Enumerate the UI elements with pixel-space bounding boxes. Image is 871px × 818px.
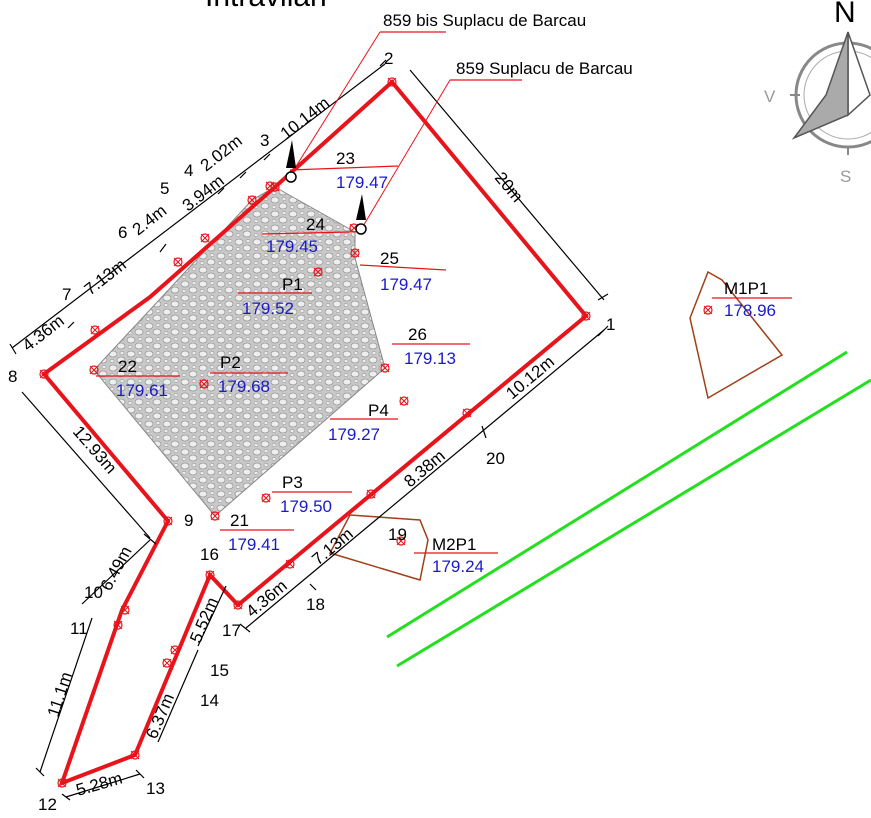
dimension-label: 6.37m [142, 691, 178, 742]
point-label: 7 [62, 285, 71, 304]
survey-pin [355, 194, 367, 235]
survey-pin [285, 140, 297, 183]
dimension-label: 5.28m [74, 769, 125, 800]
pond-m1 [689, 270, 784, 400]
point-label: 19 [388, 525, 407, 544]
station-elevation: 179.47 [380, 275, 432, 294]
dimension-label: 7.13m [308, 524, 356, 569]
point-label: 16 [200, 545, 219, 564]
station-elevation: 179.13 [404, 349, 456, 368]
station-elevation: 179.47 [336, 173, 388, 192]
dimension-label: 7.13m [81, 255, 130, 299]
dimension-label: 12.93m [69, 422, 121, 477]
point-label: 8 [8, 367, 17, 386]
compass-south: S [840, 167, 851, 186]
station-name: P4 [368, 401, 389, 420]
point-label: 17 [222, 621, 241, 640]
station-elevation: 179.50 [280, 497, 332, 516]
station-elevation: 179.45 [266, 237, 318, 256]
compass-north: N [834, 0, 856, 29]
dimension-lines [9, 59, 609, 801]
station-elevation: 179.68 [218, 377, 270, 396]
pond-m2 [328, 514, 429, 581]
station-name: 21 [230, 511, 249, 530]
station-name: P1 [282, 275, 303, 294]
parcel-label-bis: 859 bis Suplacu de Barcau [383, 11, 586, 30]
property-boundary [41, 79, 589, 787]
dimension-label: 8.38m [400, 446, 448, 491]
station-elevation: 179.24 [432, 557, 484, 576]
dimension-label: 20m [491, 168, 527, 206]
point-label: 3 [260, 131, 269, 150]
compass-icon [790, 31, 871, 155]
point-label: 15 [210, 661, 229, 680]
point-label: 14 [200, 691, 219, 710]
station-name: 24 [306, 215, 325, 234]
leaders [289, 31, 522, 229]
point-label: 4 [184, 161, 193, 180]
dimension-label: 6.49m [97, 543, 136, 594]
station-name: P2 [220, 353, 241, 372]
point-label: 5 [160, 179, 169, 198]
station-elevation: 179.41 [228, 535, 280, 554]
station-name: 26 [408, 325, 427, 344]
point-label: 6 [118, 223, 127, 242]
dimension-label: 2.4m [129, 201, 170, 239]
point-label: 10 [84, 583, 103, 602]
station-elevation: 179.27 [328, 425, 380, 444]
point-label: 11 [70, 619, 88, 638]
station-elevation: 178.96 [724, 301, 776, 320]
parcel-label-main: 859 Suplacu de Barcau [456, 59, 633, 78]
road-line [386, 350, 848, 639]
page-title: Intravilan [205, 0, 327, 13]
station-elevation: 179.61 [116, 381, 168, 400]
dimension-label: 10.14m [277, 93, 333, 143]
station-name: M1P1 [724, 279, 768, 298]
point-label: 9 [184, 511, 193, 530]
point-label: 2 [384, 49, 393, 68]
elevation-underlines [96, 165, 792, 554]
point-label: 18 [306, 595, 325, 614]
dimension-label: 11.1m [44, 670, 76, 720]
station-name: 23 [336, 149, 355, 168]
point-label: 12 [38, 795, 57, 814]
dimension-label: 4.36m [19, 311, 68, 355]
compass-west: V [764, 87, 776, 106]
station-name: 22 [118, 357, 137, 376]
point-label: 20 [486, 449, 505, 468]
station-elevation: 179.52 [242, 299, 294, 318]
dimension-label: 2.02m [197, 131, 246, 175]
road-line [396, 378, 871, 668]
station-name: 25 [380, 249, 399, 268]
station-name: M2P1 [432, 535, 476, 554]
point-label: 1 [606, 315, 615, 334]
point-label: 13 [146, 779, 165, 798]
station-name: P3 [282, 473, 303, 492]
